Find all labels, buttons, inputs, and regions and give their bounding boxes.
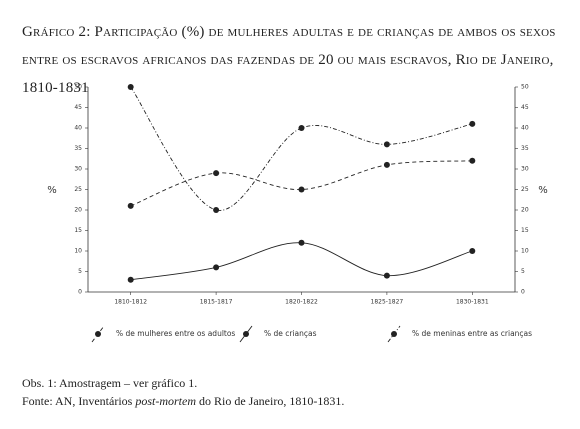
data-point <box>469 120 476 127</box>
chart-title: Gráfico 2: Participação (%) de mulheres … <box>22 24 556 96</box>
y2-tick-label: 30 <box>521 166 529 173</box>
y-tick-label: 5 <box>78 268 82 275</box>
y-tick-label: 25 <box>74 186 82 193</box>
y2-tick-label: 0 <box>521 289 525 296</box>
data-point <box>383 141 390 148</box>
y-tick-label: 50 <box>74 84 82 91</box>
y2-tick-label: 10 <box>521 248 529 255</box>
y-tick-label: 15 <box>74 227 82 234</box>
legend-dot <box>391 331 397 337</box>
data-point <box>213 207 220 213</box>
obs-note: Obs. 1: Amostragem – ver gráfico 1. <box>22 376 198 390</box>
y2-tick-label: 25 <box>521 186 529 193</box>
y-tick-label: 20 <box>74 207 82 214</box>
source-text: do Rio de Janeiro, 1810-1831. <box>196 394 345 408</box>
x-tick-label: 1820-1822 <box>285 299 318 306</box>
data-point <box>298 125 305 131</box>
legend-label: % de mulheres entre os adultos <box>116 329 235 338</box>
x-tick-label: 1815-1817 <box>200 299 233 306</box>
data-point <box>213 264 220 271</box>
y2-label: % <box>538 185 548 196</box>
y-label: % <box>47 185 57 196</box>
data-point <box>383 161 390 168</box>
x-tick-label: 1825-1827 <box>371 299 404 306</box>
source-italic: post-mortem <box>135 394 196 408</box>
series-line <box>130 242 473 281</box>
y-tick-label: 10 <box>74 248 82 255</box>
series-line <box>130 160 473 207</box>
y-tick-label: 35 <box>74 145 82 152</box>
data-point <box>127 84 134 90</box>
y2-tick-label: 20 <box>521 207 529 214</box>
y2-tick-label: 40 <box>521 125 529 132</box>
y2-tick-label: 35 <box>521 145 529 152</box>
x-tick-label: 1830-1831 <box>456 299 489 306</box>
y2-tick-label: 50 <box>521 84 529 91</box>
data-point <box>469 157 476 164</box>
data-point <box>127 276 134 283</box>
data-point <box>127 202 134 209</box>
source-text: Fonte: AN, Inventários <box>22 394 136 408</box>
y2-tick-label: 45 <box>521 104 529 111</box>
data-point <box>298 186 305 193</box>
legend-label: % de crianças <box>264 329 317 338</box>
data-point <box>469 248 476 254</box>
y-tick-label: 30 <box>74 166 82 173</box>
data-point <box>383 272 390 279</box>
data-point <box>298 239 305 246</box>
y2-tick-label: 15 <box>521 227 529 234</box>
data-point <box>213 170 220 177</box>
x-tick-label: 1810-1812 <box>114 299 147 306</box>
legend-label: % de meninas entre as crianças <box>412 329 532 338</box>
legend-dot <box>95 331 101 337</box>
y-tick-label: 40 <box>74 125 82 132</box>
legend-dot <box>243 331 249 337</box>
y-tick-label: 0 <box>78 289 82 296</box>
y2-tick-label: 5 <box>521 268 525 275</box>
y-tick-label: 45 <box>74 104 82 111</box>
source-note: Fonte: AN, Inventários post-mortem do Ri… <box>22 394 344 409</box>
